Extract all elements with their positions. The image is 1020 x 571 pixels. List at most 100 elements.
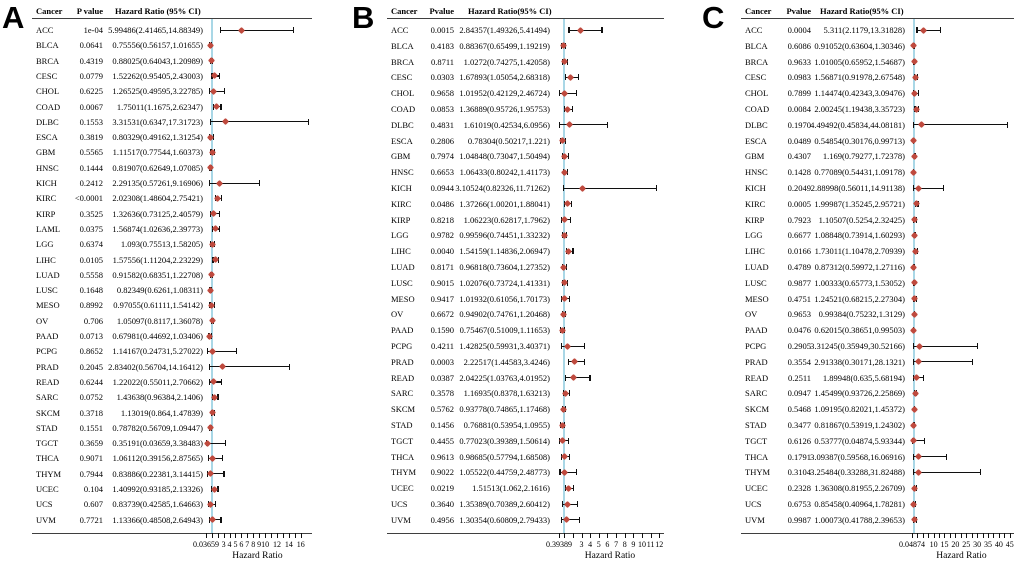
hr-point bbox=[207, 271, 215, 279]
axis-tick bbox=[572, 533, 574, 538]
row-pvalue: 0.1428 bbox=[787, 167, 811, 178]
ci-cap-low bbox=[208, 88, 210, 95]
ci-cap-high bbox=[288, 363, 290, 370]
axis-tick-min bbox=[912, 533, 913, 538]
row-cancer-label: MESO bbox=[36, 300, 60, 311]
row-hr-ci-text: 1.09195(0.82021,1.45372) bbox=[814, 404, 905, 415]
ci-cap-low bbox=[559, 469, 561, 476]
row-hr-ci-text: 2.83402(0.56704,14.16412) bbox=[108, 361, 203, 372]
hr-point bbox=[237, 26, 245, 34]
row-pvalue: 0.0004 bbox=[787, 25, 811, 35]
axis-tick bbox=[235, 533, 237, 538]
row-pvalue: 0.9653 bbox=[787, 309, 811, 320]
hr-point bbox=[914, 184, 922, 192]
axis-tick-label: 25 bbox=[962, 540, 971, 549]
row-cancer-label: ESCA bbox=[745, 135, 767, 146]
row-hr-ci-text: 0.81867(0.53919,1.24302) bbox=[814, 420, 905, 430]
row-cancer-label: THYM bbox=[745, 467, 771, 478]
ci-cap-low bbox=[912, 469, 914, 476]
row-hr-ci-text: 1.169(0.79277,1.72378) bbox=[822, 151, 905, 162]
ci-cap-low bbox=[559, 121, 561, 128]
row-cancer-label: SARC bbox=[391, 388, 414, 399]
ci-cap-high bbox=[220, 378, 223, 385]
row-cancer-label: COAD bbox=[391, 104, 416, 114]
row-hr-ci-text: 1.36889(0.95726,1.95753) bbox=[459, 104, 550, 114]
axis-tick bbox=[922, 533, 924, 538]
hr-point bbox=[564, 342, 572, 350]
row-hr-ci-text: 0.75556(0.56157,1.01655) bbox=[112, 40, 203, 51]
row-hr-ci-text: 0.77089(0.54431,1.09178) bbox=[814, 167, 905, 178]
hr-point bbox=[910, 152, 918, 160]
ci-cap-high bbox=[220, 516, 222, 523]
row-cancer-label: PCPG bbox=[745, 341, 767, 351]
row-hr-ci-text: 5.311(2.1179,13.31828) bbox=[823, 25, 905, 35]
row-hr-ci-text: 0.54854(0.30176,0.99713) bbox=[814, 135, 905, 146]
row-hr-ci-text: 0.75467(0.51009,1.11653) bbox=[459, 325, 550, 336]
ci-whisker bbox=[912, 124, 1008, 126]
row-pvalue: 0.0375 bbox=[79, 223, 103, 234]
axis-tick-label: 30 bbox=[973, 540, 982, 549]
ci-whisker bbox=[912, 361, 974, 363]
row-cancer-label: UCEC bbox=[391, 483, 414, 494]
ci-cap-high bbox=[219, 72, 221, 79]
row-hr-ci-text: 0.53777(0.04874,5.93344) bbox=[814, 435, 905, 446]
axis-tick-label: 35 bbox=[983, 540, 992, 549]
row-hr-ci-text: 1.06223(0.62817,1.7962) bbox=[463, 214, 550, 225]
hr-point bbox=[910, 310, 918, 318]
row-hr-ci-text: 1.00333(0.65773,1.53052) bbox=[814, 277, 905, 288]
row-cancer-label: SARC bbox=[36, 392, 59, 403]
row-cancer-label: THCA bbox=[391, 451, 415, 462]
ci-cap-high bbox=[259, 180, 261, 186]
hr-point bbox=[208, 317, 216, 325]
row-pvalue: 0.3659 bbox=[79, 438, 103, 449]
row-cancer-label: KICH bbox=[745, 183, 766, 193]
hr-point bbox=[910, 405, 918, 413]
ci-cap-high bbox=[577, 74, 579, 81]
ci-cap-high bbox=[217, 486, 219, 492]
hr-point bbox=[918, 121, 926, 129]
ci-cap-high bbox=[584, 343, 586, 349]
row-pvalue: 0.9987 bbox=[787, 514, 811, 525]
ci-cap-high bbox=[917, 90, 919, 97]
hr-point bbox=[566, 73, 574, 81]
axis-tick bbox=[598, 533, 600, 538]
row-hr-ci-text: 1.01952(0.42129,2.46724) bbox=[459, 88, 550, 99]
hr-point bbox=[910, 279, 918, 287]
row-hr-ci-text: 3.25484(0.33288,31.82488) bbox=[810, 467, 905, 478]
row-pvalue: 0.6672 bbox=[430, 309, 454, 320]
row-hr-ci-text: 1.35389(0.70389,2.60412) bbox=[459, 499, 550, 509]
hr-point bbox=[221, 118, 229, 126]
row-pvalue: 0.1553 bbox=[79, 116, 103, 127]
row-cancer-label: STAD bbox=[391, 420, 413, 430]
row-cancer-label: KICH bbox=[36, 178, 57, 188]
row-hr-ci-text: 0.85458(0.40964,1.78281) bbox=[814, 499, 905, 509]
row-cancer-label: BRCA bbox=[36, 55, 60, 66]
axis-tick bbox=[271, 533, 273, 538]
row-pvalue: 0.2328 bbox=[787, 483, 811, 494]
ci-cap-low bbox=[209, 118, 211, 125]
row-hr-ci-text: 0.94902(0.74761,1.20468) bbox=[459, 309, 550, 320]
ci-cap-high bbox=[939, 27, 942, 33]
row-pvalue: 0.0303 bbox=[430, 72, 454, 83]
row-cancer-label: CESC bbox=[745, 72, 767, 83]
ci-cap-low bbox=[568, 27, 570, 33]
row-pvalue: 0.2045 bbox=[79, 361, 103, 372]
ci-cap-high bbox=[980, 469, 982, 476]
axis-tick bbox=[650, 533, 652, 538]
ci-cap-high bbox=[576, 469, 578, 476]
row-pvalue: 0.4455 bbox=[430, 435, 454, 446]
row-hr-ci-text: 1.01005(0.65952,1.54687) bbox=[814, 56, 905, 67]
axis-tick bbox=[607, 533, 609, 538]
row-cancer-label: SKCM bbox=[745, 404, 770, 415]
row-pvalue: 0.2412 bbox=[79, 178, 103, 188]
row-pvalue: 0.4211 bbox=[430, 341, 454, 351]
row-hr-ci-text: 0.97055(0.61111,1.54142) bbox=[113, 300, 203, 311]
header-rule bbox=[32, 17, 312, 19]
row-hr-ci-text: 1.16935(0.8378,1.63213) bbox=[463, 388, 550, 399]
row-hr-ci-text: 1.0272(0.74275,1.42058) bbox=[463, 56, 550, 67]
axis-tick-label: 9 bbox=[257, 540, 262, 549]
hr-point bbox=[215, 179, 223, 187]
row-hr-ci-text: 1.08848(0.73914,1.60293) bbox=[814, 230, 905, 241]
row-pvalue: <0.0001 bbox=[74, 193, 103, 204]
axis-tick bbox=[241, 533, 243, 538]
